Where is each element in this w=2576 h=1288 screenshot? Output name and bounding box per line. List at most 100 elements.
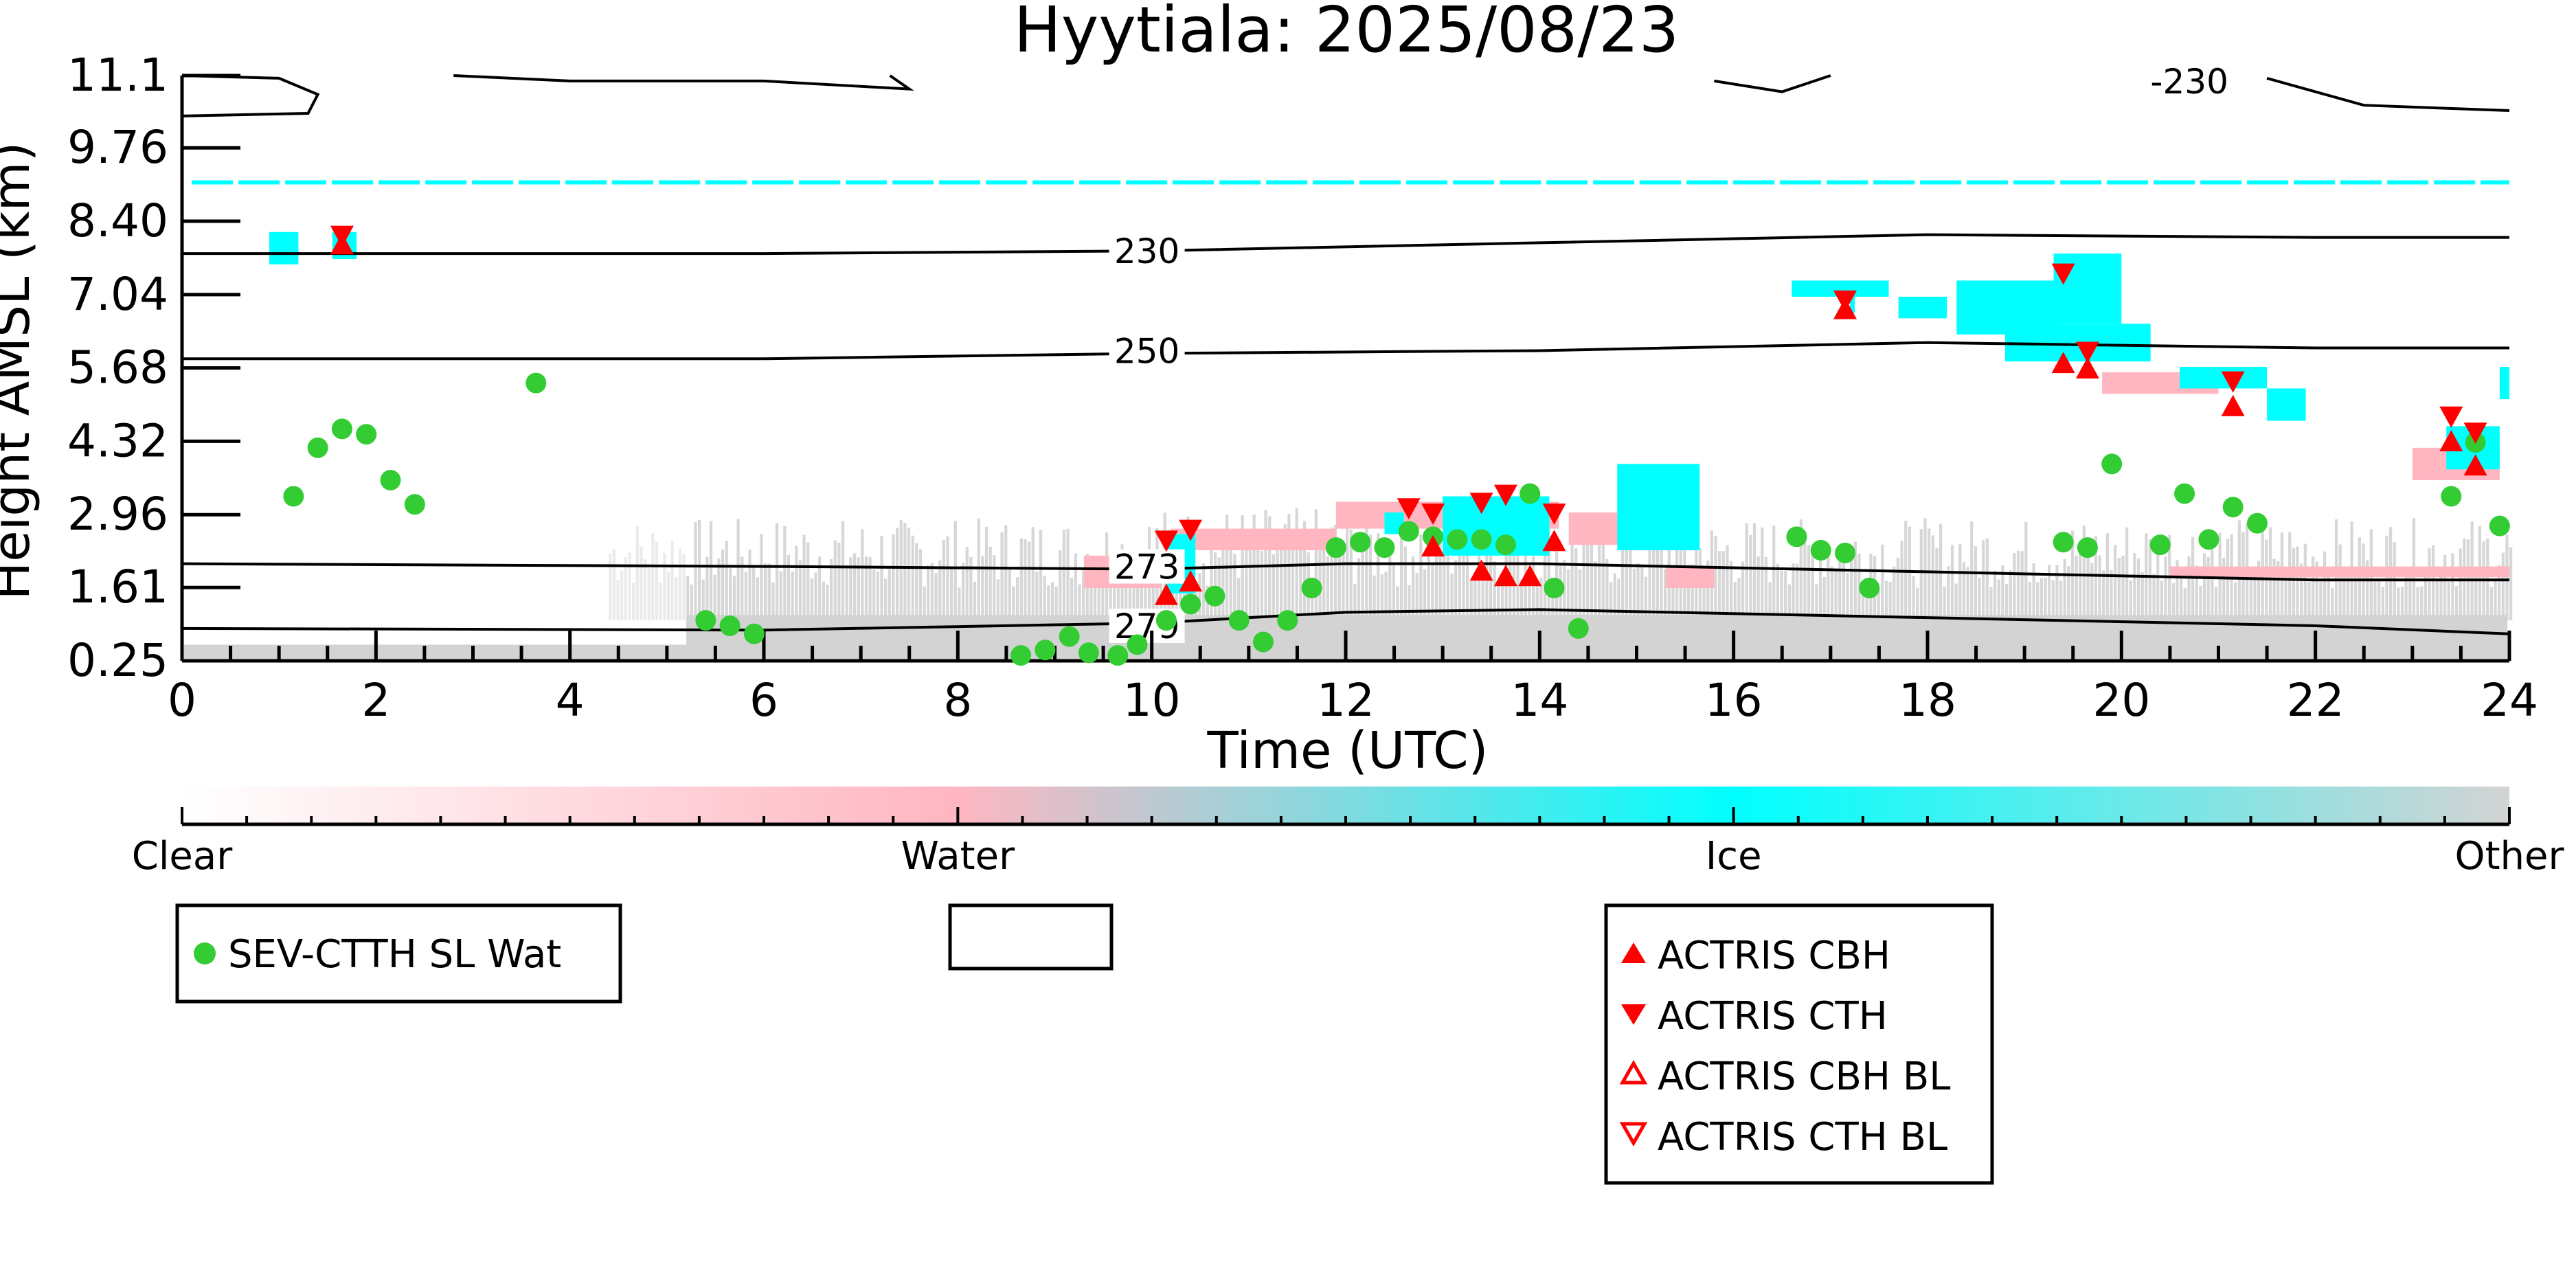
cloud-streak-other — [1776, 563, 1780, 621]
cloud-streak-other — [2416, 587, 2419, 621]
legend-marker-triangle-up-filled — [1621, 942, 1646, 963]
point-sevctth-sl-wat — [1277, 610, 1298, 631]
cloud-streak-other — [2253, 567, 2257, 621]
cloud-streak-other — [895, 528, 899, 621]
cloud-streak-other — [756, 577, 759, 621]
cloud-streak-other — [2160, 580, 2164, 621]
cloud-streak-other — [1730, 561, 1733, 621]
point-sevctth-sl-wat — [1155, 610, 1177, 631]
cloud-streak-other — [2498, 565, 2501, 621]
cloud-region-ice — [2267, 388, 2306, 421]
cloud-streak-other — [1361, 550, 1364, 621]
cloud-streak-other — [880, 536, 883, 621]
cloud-streak-other — [1434, 515, 1438, 621]
point-sevctth-sl-wat — [1180, 594, 1201, 615]
cloud-streak-other — [2377, 578, 2381, 621]
cloud-streak-other — [818, 556, 822, 621]
cloud-streak-other — [802, 534, 806, 621]
cloud-streak-other — [1202, 563, 1206, 621]
point-sevctth-sl-wat — [743, 623, 765, 644]
cloud-streak-other — [1454, 560, 1458, 621]
cloud-streak-other — [795, 545, 798, 621]
legend-box — [175, 903, 622, 1004]
cloud-streak-other — [1706, 561, 1710, 621]
cloud-streak-other — [2009, 569, 2012, 621]
y-tick-label: 2.96 — [67, 488, 168, 541]
cloud-streak-other — [717, 558, 721, 621]
x-tick-label: 2 — [361, 674, 390, 727]
cloud-streak-other — [2094, 536, 2098, 621]
legend-entry-actris-cth: ACTRIS CTH — [1658, 994, 1888, 1039]
cloud-streak-other — [628, 552, 631, 621]
cloud-streak-other — [682, 554, 686, 621]
cloud-streak-other — [721, 549, 725, 621]
cloud-streak-other — [1074, 553, 1077, 621]
cloud-streak-other — [1764, 556, 1768, 621]
point-actris-cbh — [1542, 530, 1566, 552]
cloud-streak-other — [1601, 532, 1605, 621]
cloud-streak-other — [2063, 558, 2066, 621]
cloud-streak-other — [822, 581, 825, 621]
point-sevctth-sl-wat — [1447, 529, 1468, 550]
cloud-streak-other — [1768, 582, 1772, 621]
cloud-streak-other — [1400, 510, 1403, 621]
cloud-streak-other — [942, 539, 945, 621]
data-points — [283, 225, 2510, 666]
cloud-streak-other — [996, 579, 1000, 621]
cloud-streak-other — [1807, 545, 1811, 621]
cloud-streak-other — [1613, 573, 1616, 621]
legend-marker-triangle-down-open — [1619, 1122, 1648, 1147]
cloud-streak-other — [953, 521, 957, 621]
cloud-streak-other — [651, 533, 655, 621]
cloud-streak-other — [2121, 555, 2125, 621]
cloud-streak-other — [694, 522, 697, 621]
cloud-streak-other — [1419, 534, 1423, 621]
cloud-streak-other — [1535, 585, 1539, 621]
cloud-streak-other — [2342, 570, 2346, 621]
x-tick-label: 8 — [943, 674, 972, 727]
cloud-streak-other — [2428, 548, 2431, 621]
point-actris-cth — [1154, 530, 1178, 552]
cloud-streak-other — [1377, 533, 1380, 621]
cloud-streak-other — [841, 521, 845, 621]
colorbar: Clear Water Ice Other — [132, 787, 2564, 879]
cloud-streak-other — [1827, 554, 1830, 621]
cloud-streak-other — [2082, 526, 2086, 621]
cloud-streak-other — [1093, 563, 1097, 621]
point-sevctth-sl-wat — [356, 424, 377, 445]
cloud-streak-other — [984, 526, 988, 621]
point-actris-cth — [330, 225, 354, 247]
cloud-streak-other — [1900, 541, 1903, 621]
cloud-streak-other — [1850, 547, 1853, 621]
cloud-streak-other — [713, 574, 716, 621]
point-sevctth-sl-wat — [1786, 526, 1807, 547]
point-actris-cbh — [2221, 394, 2245, 416]
cloud-streak-other — [1043, 576, 1046, 621]
cloud-streak-other — [1958, 543, 1962, 621]
cloud-streak-other — [2408, 567, 2412, 621]
cloud-streak-other — [1792, 563, 1795, 621]
cloud-streak-other — [2211, 549, 2214, 621]
colorbar-label: Water — [901, 834, 1016, 879]
cloud-streak-other — [2249, 572, 2252, 621]
cloud-streak-other — [907, 528, 911, 621]
point-sevctth-sl-wat — [2246, 512, 2268, 534]
y-tick-label: 8.40 — [67, 194, 168, 247]
cloud-streak-other — [2346, 571, 2350, 621]
cloud-streak-other — [612, 548, 616, 621]
cloud-streak-other — [1989, 587, 1993, 621]
cloud-streak-other — [779, 571, 782, 621]
cloud-streak-other — [1198, 573, 1201, 621]
cloud-streak-other — [2315, 561, 2318, 621]
cloud-streak-other — [1342, 552, 1345, 621]
cloud-streak-other — [1865, 587, 1868, 621]
cloud-streak-other — [2133, 553, 2136, 621]
cloud-streak-other — [1923, 518, 1927, 621]
cloud-streak-other — [2199, 586, 2202, 621]
temperature-contour-line — [181, 74, 320, 117]
cloud-streak-other — [2292, 547, 2296, 621]
cloud-streak-other — [1966, 567, 1969, 621]
cloud-streak-other — [845, 565, 848, 621]
cloud-streak-other — [1640, 565, 1644, 621]
cloud-streak-other — [1803, 530, 1807, 621]
